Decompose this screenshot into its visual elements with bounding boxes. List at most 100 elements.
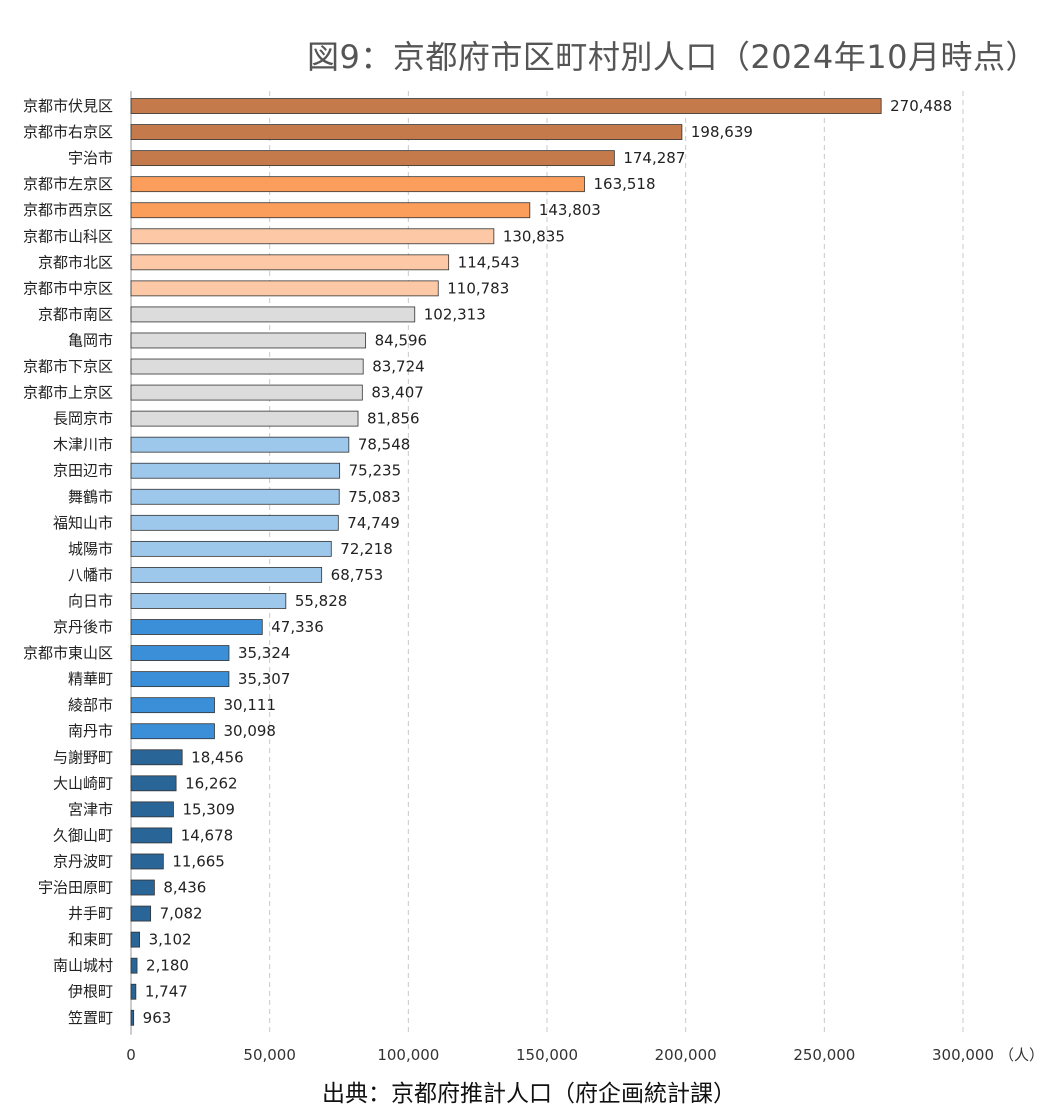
category-label: 亀岡市 xyxy=(68,331,113,349)
bar xyxy=(130,749,183,766)
value-label: 81,856 xyxy=(367,410,420,428)
bar xyxy=(130,98,882,114)
value-label: 30,098 xyxy=(223,722,276,740)
bar xyxy=(130,306,416,323)
bar xyxy=(130,957,138,974)
bar xyxy=(130,514,339,531)
value-label: 35,324 xyxy=(238,644,290,662)
category-label: 京都市伏見区 xyxy=(23,97,113,115)
bar xyxy=(130,384,363,401)
category-label: 京田辺市 xyxy=(53,462,113,480)
bar xyxy=(130,176,585,193)
bar xyxy=(130,1009,135,1026)
category-label: 京都市上京区 xyxy=(23,384,113,402)
bar xyxy=(130,358,364,375)
x-tick-label: 150,000 xyxy=(516,1046,578,1064)
chart-title: 図9：京都府市区町村別人口（2024年10月時点） xyxy=(306,38,1038,76)
bar xyxy=(130,462,341,479)
category-label: 京都市左京区 xyxy=(23,175,113,193)
category-label: 京都市西京区 xyxy=(23,201,113,219)
value-label: 83,724 xyxy=(372,358,425,376)
category-label: 宇治田原町 xyxy=(38,879,113,897)
category-label: 井手町 xyxy=(68,905,113,923)
value-label: 11,665 xyxy=(172,852,225,870)
value-label: 84,596 xyxy=(375,331,428,349)
category-label: 久御山町 xyxy=(53,826,113,844)
value-label: 130,835 xyxy=(503,227,565,245)
value-label: 75,235 xyxy=(349,462,402,480)
gridlines xyxy=(130,91,964,1035)
bar xyxy=(130,254,450,271)
category-label: 京丹波町 xyxy=(53,852,113,870)
x-tick-label: 50,000 xyxy=(243,1046,296,1064)
category-label: 京都市中京区 xyxy=(23,279,113,297)
x-tick-label: 300,000 xyxy=(932,1046,994,1064)
category-label: 大山崎町 xyxy=(53,774,113,792)
value-label: 270,488 xyxy=(890,97,952,115)
category-label: 笠置町 xyxy=(68,1009,113,1027)
value-label: 15,309 xyxy=(182,800,235,818)
category-label: 舞鶴市 xyxy=(68,488,113,506)
value-label: 2,180 xyxy=(146,957,189,975)
category-label: 京都市北区 xyxy=(38,253,113,271)
value-label: 1,747 xyxy=(145,983,188,1001)
value-label: 163,518 xyxy=(593,175,655,193)
bar xyxy=(130,202,531,219)
category-label: 和束町 xyxy=(68,931,113,949)
x-tick-label: 0 xyxy=(126,1046,136,1064)
bar xyxy=(130,436,350,453)
bar xyxy=(130,593,287,609)
category-label: 南山城村 xyxy=(53,957,113,975)
category-label: 綾部市 xyxy=(68,696,113,714)
category-label: 福知山市 xyxy=(53,514,113,532)
bar xyxy=(130,280,439,297)
value-label: 68,753 xyxy=(331,566,384,584)
bars xyxy=(130,98,882,1026)
value-label: 47,336 xyxy=(271,618,324,636)
value-label: 55,828 xyxy=(295,592,348,610)
value-label: 110,783 xyxy=(447,279,509,297)
value-label: 72,218 xyxy=(340,540,393,558)
bar xyxy=(130,671,230,688)
value-label: 8,436 xyxy=(163,879,206,897)
bar xyxy=(130,540,332,557)
category-label: 京都市南区 xyxy=(38,305,113,323)
x-axis-ticks: 0 50,000 100,000 150,000 200,000 250,000 300,0… xyxy=(126,1046,994,1064)
category-label: 八幡市 xyxy=(68,566,113,584)
value-label: 75,083 xyxy=(348,488,401,506)
value-label: 14,678 xyxy=(181,826,234,844)
bar xyxy=(130,801,174,818)
category-labels: 京都市伏見区京都市右京区宇治市京都市左京区京都市西京区京都市山科区京都市北区京都… xyxy=(23,97,113,1027)
category-label: 宮津市 xyxy=(68,800,113,818)
category-label: 京都市右京区 xyxy=(23,123,113,141)
bar xyxy=(130,775,177,792)
bar xyxy=(130,619,263,635)
x-tick-label: 100,000 xyxy=(377,1046,439,1064)
bar xyxy=(130,567,323,583)
value-label: 16,262 xyxy=(185,774,238,792)
value-label: 74,749 xyxy=(347,514,400,532)
bar xyxy=(130,150,615,167)
bar xyxy=(130,410,359,427)
category-label: 京都市東山区 xyxy=(23,644,113,662)
category-label: 宇治市 xyxy=(68,149,113,167)
value-label: 35,307 xyxy=(238,670,291,688)
bar xyxy=(130,124,683,140)
value-label: 18,456 xyxy=(191,748,244,766)
category-label: 京丹後市 xyxy=(53,618,113,636)
bar xyxy=(130,853,164,870)
category-label: 木津川市 xyxy=(53,436,113,454)
category-label: 向日市 xyxy=(68,592,113,610)
bar xyxy=(130,228,495,245)
category-label: 精華町 xyxy=(68,670,113,688)
value-label: 174,287 xyxy=(623,149,685,167)
value-label: 963 xyxy=(143,1009,172,1027)
value-label: 3,102 xyxy=(149,931,192,949)
category-label: 与謝野町 xyxy=(53,748,113,766)
bar xyxy=(130,879,155,896)
value-label: 78,548 xyxy=(358,436,411,454)
bar xyxy=(130,697,215,714)
value-label: 7,082 xyxy=(160,905,203,923)
source-note: 出典：京都府推計人口（府企画統計課） xyxy=(322,1081,736,1107)
